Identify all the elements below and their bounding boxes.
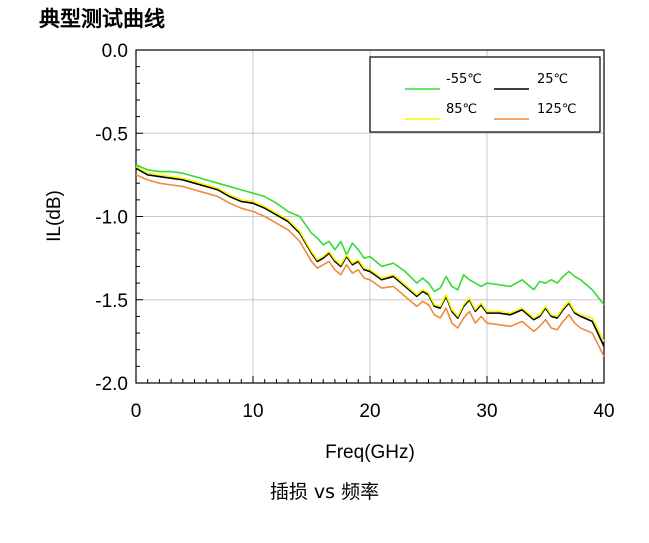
page-heading: 典型测试曲线 [39, 7, 165, 31]
series-line [135, 174, 605, 357]
x-tick-label: 0 [131, 401, 142, 422]
x-tick-label: 30 [476, 401, 497, 422]
legend-label: 85℃ [446, 102, 477, 117]
x-tick-label: 20 [359, 401, 380, 422]
series-line [135, 164, 605, 306]
chart-caption: 插损 vs 频率 [269, 481, 380, 503]
minor-ticks [135, 49, 605, 384]
series-line [135, 165, 605, 342]
y-tick-label: -2.0 [95, 374, 128, 395]
y-axis-title: IL(dB) [44, 190, 65, 242]
legend-label: 125℃ [537, 102, 576, 117]
legend-label: -55℃ [446, 72, 482, 87]
x-tick-label: 10 [242, 401, 263, 422]
x-tick-labels: 0 10 20 30 40 [131, 401, 615, 422]
series-lines [135, 164, 605, 357]
x-axis-title: Freq(GHz) [325, 442, 415, 463]
y-tick-label: -1.5 [95, 291, 128, 312]
y-tick-label: -1.0 [95, 208, 128, 229]
legend-box [369, 56, 601, 133]
y-tick-labels: 0.0 -0.5 -1.0 -1.5 -2.0 [95, 41, 128, 395]
x-tick-label: 40 [593, 401, 614, 422]
legend-label: 25℃ [537, 72, 568, 87]
y-tick-label: -0.5 [95, 124, 128, 145]
legend: -55℃ 25℃ 85℃ 125℃ [369, 56, 601, 133]
y-tick-label: 0.0 [102, 41, 128, 62]
series-line [135, 167, 605, 347]
